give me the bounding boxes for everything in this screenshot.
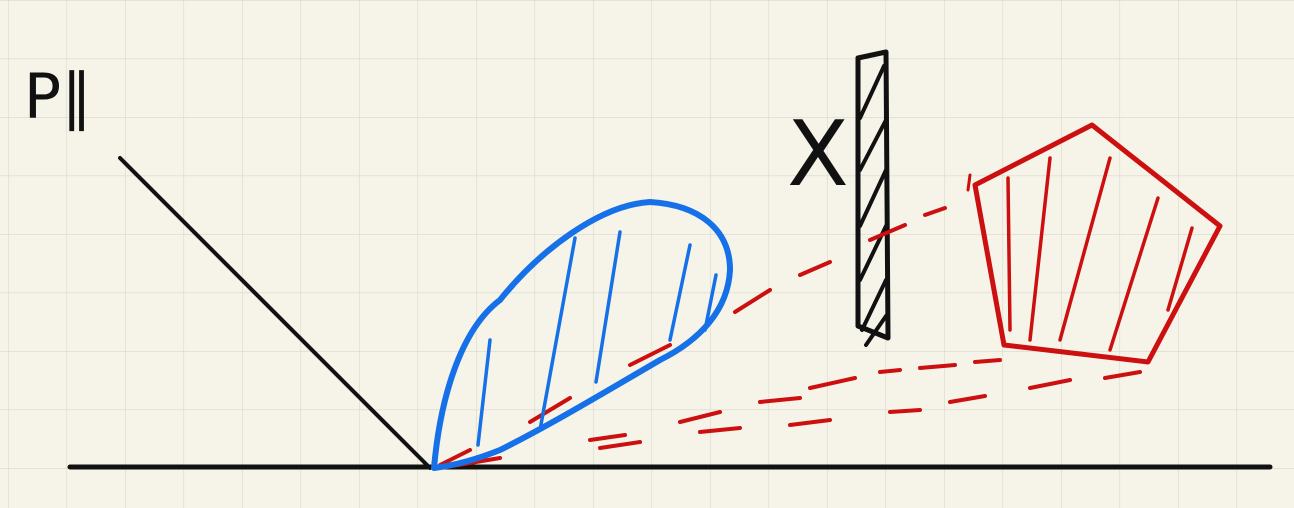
blue-object: [431, 199, 733, 471]
light-label: P∥: [24, 60, 92, 133]
blocker: [855, 49, 891, 347]
light-ray: [118, 156, 432, 470]
blocker-label: X: [787, 102, 849, 207]
red-object: [972, 122, 1223, 365]
shadow-projection: [438, 173, 1142, 470]
